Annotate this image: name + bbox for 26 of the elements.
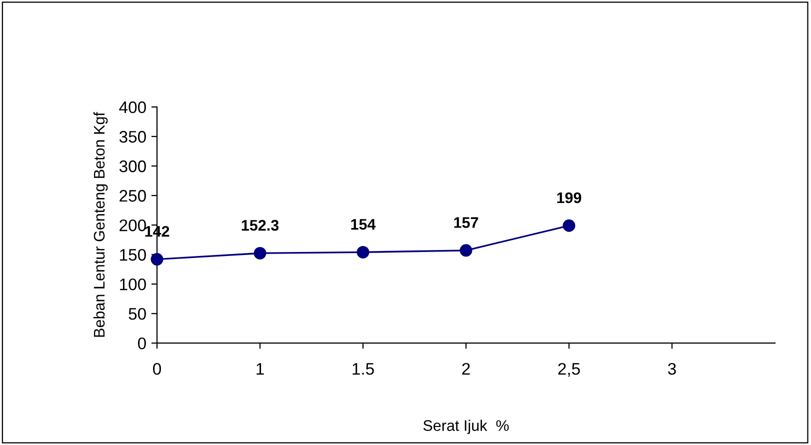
data-label: 154	[351, 219, 376, 230]
y-tick-label: 200	[120, 219, 146, 232]
x-tick-label: 2	[462, 362, 470, 375]
data-label: 152.3	[242, 220, 279, 231]
y-tick-label: 50	[128, 308, 146, 320]
data-label: 157	[454, 217, 478, 228]
point	[254, 246, 266, 260]
y-tick-label: 250	[120, 190, 146, 202]
point	[356, 246, 370, 258]
y-tick-label: 300	[119, 160, 146, 172]
point	[562, 219, 576, 232]
y-axis-title: Beban Lentur Genteng Beton Kgf	[93, 112, 108, 337]
y-tick-label: 150	[120, 248, 146, 261]
y-tick-label: 350	[119, 130, 146, 143]
x-tick-label: 1.5	[352, 363, 374, 375]
data-label: 199	[557, 192, 582, 204]
y-tick-label: 400	[119, 101, 146, 114]
x-tick-label: 0	[153, 362, 161, 375]
x-tick-label: 2,5	[558, 362, 580, 377]
point	[460, 244, 472, 257]
x-tick-label: 3	[668, 362, 676, 375]
x-tick-label: 1	[256, 363, 264, 375]
x-axis-title: Serat Ijuk %	[423, 420, 509, 434]
y-tick-label: 0	[138, 337, 146, 350]
point	[150, 253, 164, 266]
y-tick-label: 100	[120, 278, 146, 290]
